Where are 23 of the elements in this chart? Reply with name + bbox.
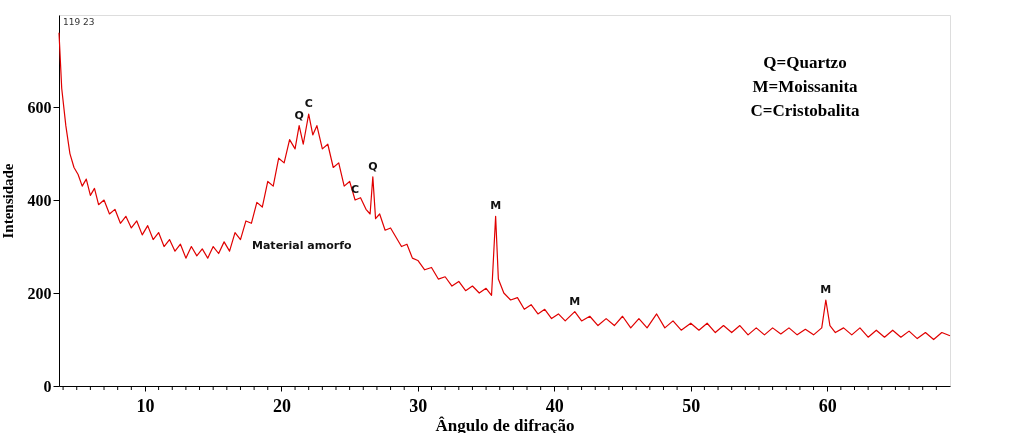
y-axis-title: Intensidade [0, 163, 16, 239]
x-tick-label: 50 [682, 395, 701, 416]
annotation: M=Moissanita [752, 77, 859, 96]
line-series [58, 32, 951, 341]
annotation: Q [294, 108, 304, 122]
x-tick-label: 60 [818, 395, 837, 416]
annotation: 119 23 [63, 17, 95, 27]
y-tick-label: 0 [43, 377, 52, 395]
x-tick-label: 10 [136, 395, 155, 416]
y-tick-label: 200 [27, 284, 52, 302]
annotation: Material amorfo [252, 239, 352, 252]
y-tick-label: 400 [27, 191, 52, 209]
x-tick-label: 30 [409, 395, 428, 416]
y-tick-label: 600 [27, 98, 52, 116]
annotation: C=Cristobalita [750, 101, 860, 120]
annotation: M [490, 199, 502, 213]
annotation: Q=Quartzo [763, 53, 847, 72]
x-tick-label: 20 [272, 395, 291, 416]
annotation: C [304, 97, 313, 111]
annotation: M [820, 282, 832, 296]
x-tick-label: 40 [545, 395, 564, 416]
annotation: M [569, 294, 581, 308]
annotation: Q [368, 159, 378, 173]
